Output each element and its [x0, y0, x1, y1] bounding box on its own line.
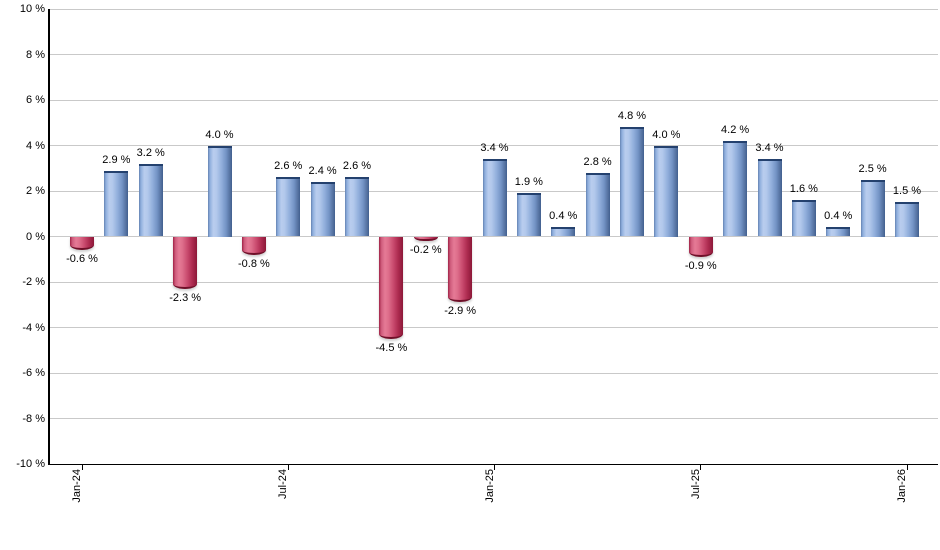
x-axis-label-Jan-25: Jan-25: [483, 469, 496, 503]
gridline-6: [49, 99, 938, 101]
y-axis-label--10: -10 %: [16, 458, 45, 470]
bar-Jan-25: [482, 159, 507, 237]
bar-value-label-May-24: 4.0 %: [205, 128, 234, 141]
bar-Dec-24: [448, 236, 473, 303]
x-axis-label-Jan-24: Jan-24: [71, 469, 83, 503]
bar-Jan-24: [70, 236, 94, 251]
bar-May-25: [620, 127, 644, 237]
bar-value-label-Apr-25: 2.8 %: [583, 155, 612, 168]
bar-Apr-24: [173, 236, 198, 289]
bar-Jun-25: [654, 145, 679, 237]
bar-value-label-Jan-26: 1.5 %: [892, 185, 922, 198]
x-axis-tick-Jul-25: [700, 465, 702, 470]
bar-value-label-May-25: 4.8 %: [617, 110, 647, 123]
bar-value-label-Feb-24: 2.9 %: [102, 153, 131, 166]
bar-Jul-25: [688, 236, 713, 257]
y-axis-label-8: 8 %: [26, 48, 45, 61]
bar-value-label-Dec-25: 2.5 %: [858, 162, 887, 175]
bar-Oct-24: [379, 236, 404, 339]
x-axis-tick-Jul-24: [287, 465, 289, 470]
bar-Nov-25: [826, 227, 851, 237]
bar-value-label-Aug-24: 2.4 %: [308, 164, 337, 177]
bar-Feb-24: [104, 170, 129, 237]
x-axis-label-Jan-26: Jan-26: [896, 469, 908, 503]
gridline--6: [49, 372, 938, 374]
bar-Mar-24: [138, 163, 163, 237]
bar-value-label-Nov-25: 0.4 %: [824, 210, 853, 223]
bar-Aug-24: [310, 181, 335, 237]
gridline-10: [49, 8, 938, 10]
bar-value-label-Jun-24: -0.8 %: [237, 257, 270, 270]
bar-Nov-24: [413, 236, 438, 242]
x-axis-tick-Jan-24: [81, 465, 83, 470]
bar-Jan-26: [895, 202, 919, 237]
gridline-4: [49, 145, 938, 146]
bar-Jun-24: [241, 236, 266, 255]
gridline--4: [49, 327, 938, 328]
x-axis-label-Jul-24: Jul-24: [277, 469, 290, 499]
bar-May-24: [207, 145, 232, 237]
bar-value-label-Oct-25: 1.6 %: [789, 183, 818, 196]
y-axis-label-6: 6 %: [26, 94, 45, 106]
bar-value-label-Jul-25: -0.9 %: [684, 259, 717, 272]
y-axis-label-10: 10 %: [19, 3, 45, 15]
bar-value-label-Jul-24: 2.6 %: [274, 160, 303, 173]
bar-Dec-25: [860, 179, 885, 237]
x-axis-label-Jul-25: Jul-25: [689, 469, 702, 499]
gridline--8: [49, 418, 938, 419]
y-axis-label--2: -2 %: [22, 276, 45, 288]
bar-Aug-25: [723, 140, 748, 237]
bar-value-label-Jan-24: -0.6 %: [66, 253, 98, 266]
bar-value-label-Sep-24: 2.6 %: [342, 160, 372, 173]
bar-value-label-Jan-25: 3.4 %: [480, 142, 509, 155]
gridline--2: [49, 281, 938, 283]
x-axis-line: [48, 463, 938, 465]
bar-value-label-Aug-25: 4.2 %: [721, 123, 750, 136]
y-axis-label--8: -8 %: [22, 412, 45, 425]
x-axis-tick-Jan-25: [494, 465, 495, 470]
y-axis-label--4: -4 %: [22, 321, 45, 334]
bar-value-label-Apr-24: -2.3 %: [169, 291, 202, 304]
y-axis-line: [48, 9, 50, 465]
bar-Apr-25: [585, 172, 610, 237]
bar-Sep-25: [757, 159, 782, 237]
y-axis-label-4: 4 %: [26, 139, 45, 152]
bar-Feb-25: [516, 193, 541, 237]
gridline-0: [49, 236, 938, 237]
bar-Mar-25: [551, 227, 576, 237]
y-axis-label-2: 2 %: [26, 185, 45, 197]
bar-value-label-Oct-24: -4.5 %: [375, 341, 408, 354]
bar-value-label-Feb-25: 1.9 %: [514, 176, 543, 189]
x-axis-tick-Jan-26: [906, 465, 908, 470]
y-axis-label--6: -6 %: [22, 367, 45, 379]
y-axis-label-0: 0 %: [26, 230, 45, 243]
bar-Jul-24: [276, 177, 301, 237]
gridline-8: [49, 54, 938, 55]
bar-value-label-Nov-24: -0.2 %: [409, 244, 442, 257]
bar-value-label-Dec-24: -2.9 %: [444, 305, 477, 318]
bar-value-label-Mar-24: 3.2 %: [136, 146, 165, 159]
bar-value-label-Mar-25: 0.4 %: [549, 210, 578, 223]
bar-Sep-24: [345, 177, 369, 237]
bar-value-label-Jun-25: 4.0 %: [652, 128, 681, 141]
bar-value-label-Sep-25: 3.4 %: [755, 142, 784, 155]
bar-Oct-25: [791, 200, 816, 237]
